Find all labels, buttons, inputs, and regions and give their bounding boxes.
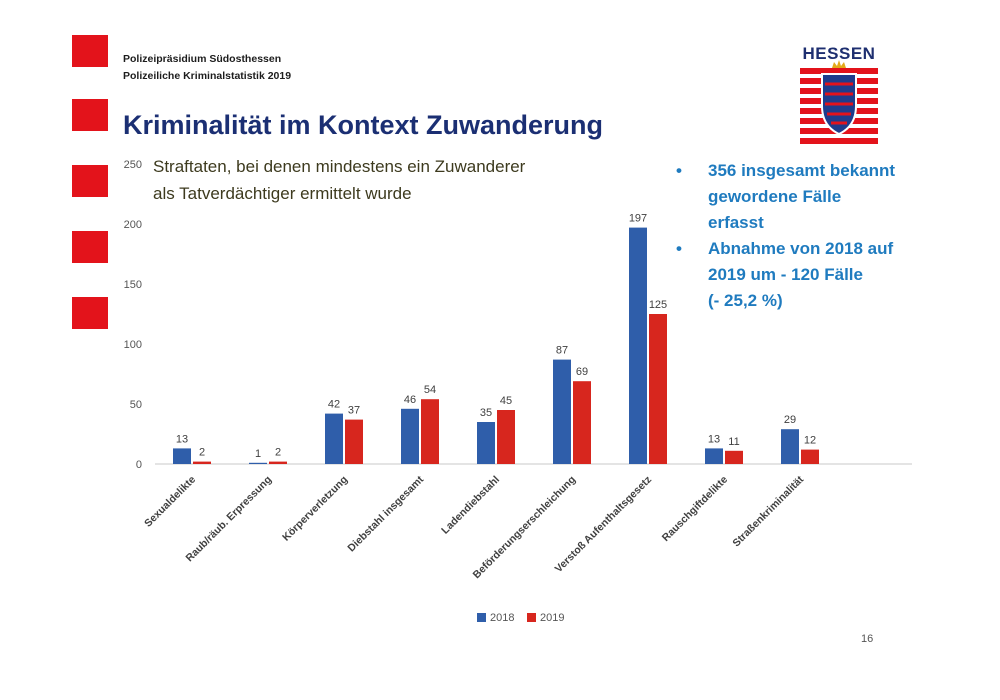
bullet-1-line-2: gewordene Fälle — [708, 187, 842, 206]
y-tick-label: 0 — [136, 459, 142, 471]
data-label-2018: 46 — [404, 394, 416, 406]
category-label: Straßenkriminalität — [730, 473, 806, 549]
data-label-2019: 12 — [804, 435, 816, 447]
bar-2019 — [193, 461, 211, 464]
data-label-2019: 54 — [424, 384, 436, 396]
bar-2018 — [781, 429, 799, 464]
data-label-2019: 69 — [576, 366, 588, 378]
page-number: 16 — [861, 633, 874, 645]
category-label: Sexualdelikte — [142, 474, 198, 530]
decor-square-1 — [72, 35, 108, 67]
bullet-1-line-3: erfasst — [708, 213, 764, 232]
bullet-2-line-3: (- 25,2 %) — [708, 291, 783, 310]
bar-2018 — [401, 408, 419, 464]
chart-subtitle-line-1: Straftaten, bei denen mindestens ein Zuw… — [153, 157, 526, 176]
data-label-2018: 42 — [328, 399, 340, 411]
data-label-2018: 35 — [480, 407, 492, 419]
statistic-name: Polizeiliche Kriminalstatistik 2019 — [123, 70, 292, 82]
decor-square-3 — [72, 165, 108, 197]
legend-item-2019: 2019 — [527, 612, 564, 624]
y-tick-label: 200 — [124, 219, 142, 231]
bar-2018 — [705, 448, 723, 464]
bar-2019 — [497, 410, 515, 464]
logo-text: HESSEN — [802, 44, 876, 63]
data-label-2018: 197 — [629, 213, 647, 225]
data-label-2019: 45 — [500, 395, 512, 407]
legend-label-2018: 2018 — [490, 612, 515, 624]
bullet-2-line-2: 2019 um - 120 Fälle — [708, 265, 863, 284]
bullet-dot-icon: • — [676, 239, 682, 258]
data-label-2018: 29 — [784, 414, 796, 426]
hessen-logo: HESSEN — [800, 44, 878, 148]
bar-2019 — [725, 450, 743, 464]
y-tick-label: 250 — [124, 159, 142, 171]
data-label-2019: 2 — [199, 447, 205, 459]
bullet-1-line-1: 356 insgesamt bekannt — [708, 161, 896, 180]
decor-square-2 — [72, 99, 108, 131]
bullet-2-line-1: Abnahme von 2018 auf — [708, 239, 894, 258]
legend-item-2018: 2018 — [477, 612, 514, 624]
bullet-dot-icon: • — [676, 161, 682, 180]
data-label-2018: 13 — [176, 433, 188, 445]
bar-2019 — [573, 381, 591, 464]
bar-2018 — [173, 448, 191, 464]
data-label-2019: 11 — [728, 436, 739, 448]
legend-label-2019: 2019 — [540, 612, 565, 624]
data-label-2019: 2 — [275, 447, 281, 459]
category-label: Rauschgiftdelikte — [660, 474, 730, 544]
y-tick-label: 50 — [130, 399, 142, 411]
data-label-2019: 37 — [348, 405, 360, 417]
bar-2019 — [421, 399, 439, 464]
bar-2018 — [629, 227, 647, 464]
bar-2019 — [345, 419, 363, 464]
decor-square-4 — [72, 231, 108, 263]
data-label-2019: 125 — [649, 299, 667, 311]
category-label: Raub/räub. Erpressung — [184, 474, 275, 565]
bar-2018 — [325, 413, 343, 464]
y-tick-label: 100 — [124, 339, 142, 351]
data-label-2018: 1 — [255, 448, 261, 460]
coat-of-arms-icon — [800, 60, 878, 144]
bar-2019 — [649, 314, 667, 464]
category-label: Körperverletzung — [280, 474, 350, 544]
bar-2019 — [801, 449, 819, 464]
bar-2018 — [477, 422, 495, 464]
category-label: Diebstahl insgesamt — [345, 473, 426, 554]
legend-swatch-2018 — [477, 613, 486, 622]
data-label-2018: 87 — [556, 345, 568, 357]
y-tick-label: 150 — [124, 279, 142, 291]
bar-2018 — [553, 359, 571, 464]
page-title: Kriminalität im Kontext Zuwanderung — [123, 110, 604, 140]
org-name: Polizeipräsidium Südosthessen — [123, 53, 282, 65]
category-label: Ladendiebstahl — [439, 474, 502, 537]
data-label-2018: 13 — [708, 433, 720, 445]
bar-2018 — [249, 462, 267, 464]
bar-2019 — [269, 461, 287, 464]
chart-subtitle-line-2: als Tatverdächtiger ermittelt wurde — [153, 184, 412, 203]
legend-swatch-2019 — [527, 613, 536, 622]
decor-square-5 — [72, 297, 108, 329]
